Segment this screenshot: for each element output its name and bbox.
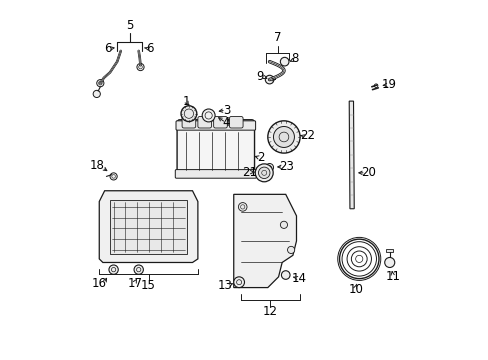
FancyBboxPatch shape: [213, 117, 227, 128]
Circle shape: [267, 121, 300, 153]
Polygon shape: [233, 194, 296, 288]
Text: 2: 2: [256, 151, 264, 164]
FancyBboxPatch shape: [175, 170, 256, 178]
Text: 5: 5: [126, 19, 133, 32]
Circle shape: [287, 246, 294, 253]
Text: 9: 9: [255, 69, 263, 82]
Text: 23: 23: [279, 159, 294, 172]
Text: 15: 15: [141, 279, 156, 292]
Text: 22: 22: [299, 129, 314, 142]
Text: 8: 8: [290, 52, 298, 65]
Text: 3: 3: [223, 104, 230, 117]
Text: 4: 4: [223, 116, 230, 129]
Text: 20: 20: [360, 166, 375, 179]
Circle shape: [280, 57, 288, 66]
Circle shape: [280, 221, 287, 228]
FancyBboxPatch shape: [177, 120, 254, 176]
Circle shape: [265, 75, 273, 84]
Text: 11: 11: [385, 270, 400, 283]
Circle shape: [137, 63, 144, 71]
Circle shape: [384, 257, 394, 267]
Circle shape: [97, 80, 104, 87]
Circle shape: [110, 173, 117, 180]
Text: 12: 12: [263, 306, 278, 319]
Circle shape: [265, 163, 273, 171]
Bar: [386, 249, 392, 252]
Polygon shape: [99, 191, 198, 262]
Text: 13: 13: [218, 279, 232, 292]
Polygon shape: [348, 101, 353, 209]
Circle shape: [202, 109, 215, 122]
FancyBboxPatch shape: [182, 117, 195, 128]
FancyBboxPatch shape: [229, 117, 243, 128]
Text: 17: 17: [127, 278, 142, 291]
Circle shape: [109, 265, 118, 274]
FancyBboxPatch shape: [176, 121, 255, 130]
Circle shape: [93, 90, 100, 98]
Circle shape: [255, 164, 273, 182]
Circle shape: [233, 277, 244, 288]
FancyBboxPatch shape: [198, 117, 211, 128]
Text: 7: 7: [273, 31, 281, 44]
Polygon shape: [110, 200, 187, 253]
Text: 16: 16: [92, 278, 106, 291]
Circle shape: [238, 203, 246, 211]
Circle shape: [258, 167, 269, 179]
Text: 19: 19: [381, 78, 396, 91]
Circle shape: [134, 265, 143, 274]
Text: 10: 10: [347, 283, 363, 296]
Circle shape: [181, 106, 196, 122]
Circle shape: [281, 271, 289, 279]
Text: 6: 6: [146, 42, 154, 55]
Text: 14: 14: [291, 272, 306, 285]
Text: 1: 1: [183, 95, 190, 108]
Text: 18: 18: [90, 159, 105, 172]
Circle shape: [273, 126, 294, 148]
Text: 21: 21: [241, 166, 256, 179]
Text: 6: 6: [104, 42, 112, 55]
